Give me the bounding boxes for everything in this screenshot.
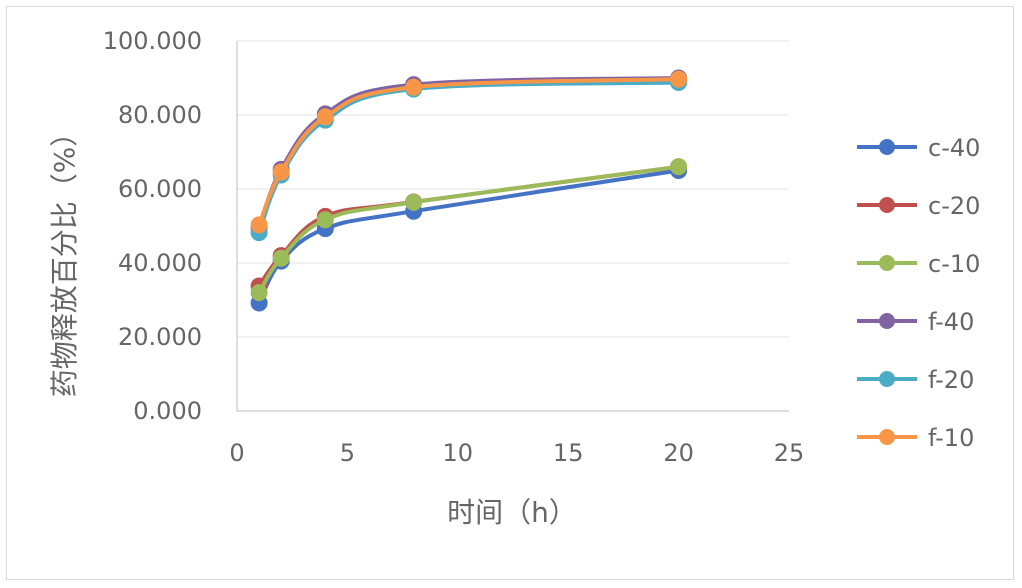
y-tick-label: 0.000 bbox=[133, 397, 202, 425]
chart-frame bbox=[6, 6, 1014, 580]
legend-item: f-40 bbox=[857, 308, 974, 336]
x-tick-label: 20 bbox=[663, 439, 694, 467]
legend-swatch-marker bbox=[879, 139, 895, 155]
y-axis-ticks: 0.000 20.000 40.000 60.000 80.000 100.000 bbox=[103, 27, 202, 425]
legend-item: c-40 bbox=[857, 134, 980, 162]
series-line bbox=[257, 168, 681, 305]
legend-swatch-marker bbox=[879, 255, 895, 271]
legend-label: f-40 bbox=[928, 308, 974, 336]
legend-item: c-10 bbox=[857, 250, 980, 278]
legend-label: f-20 bbox=[928, 366, 974, 394]
data-point bbox=[250, 284, 268, 302]
data-point bbox=[272, 249, 290, 267]
data-point bbox=[670, 70, 688, 88]
legend-label: f-10 bbox=[928, 424, 974, 452]
y-tick-label: 40.000 bbox=[118, 249, 202, 277]
legend-swatch-marker bbox=[879, 313, 895, 329]
legend-label: c-40 bbox=[928, 134, 980, 162]
legend-item: f-20 bbox=[857, 366, 974, 394]
x-axis-title: 时间（h） bbox=[447, 496, 577, 529]
x-tick-label: 0 bbox=[229, 439, 244, 467]
series-f-10 bbox=[250, 70, 688, 234]
data-point bbox=[272, 163, 290, 181]
data-point bbox=[670, 158, 688, 176]
legend-swatch-marker bbox=[879, 197, 895, 213]
x-tick-label: 10 bbox=[443, 439, 474, 467]
data-point bbox=[405, 78, 423, 96]
series-f-40 bbox=[250, 69, 688, 237]
data-point bbox=[316, 211, 334, 229]
legend-item: c-20 bbox=[857, 192, 980, 220]
series-c-10 bbox=[250, 158, 688, 302]
legend-swatch-marker bbox=[879, 371, 895, 387]
x-tick-label: 5 bbox=[340, 439, 355, 467]
legend-swatch-marker bbox=[879, 429, 895, 445]
data-point bbox=[316, 108, 334, 126]
x-tick-label: 25 bbox=[774, 439, 805, 467]
x-axis-ticks: 0 5 10 15 20 25 bbox=[229, 439, 804, 467]
series-group bbox=[250, 69, 688, 312]
data-point bbox=[405, 193, 423, 211]
y-tick-label: 20.000 bbox=[118, 323, 202, 351]
x-tick-label: 15 bbox=[553, 439, 584, 467]
y-axis-title: 药物释放百分比（%） bbox=[48, 119, 81, 398]
legend-label: c-20 bbox=[928, 192, 980, 220]
series-f-20 bbox=[250, 73, 688, 242]
series-line bbox=[257, 76, 681, 230]
y-tick-label: 60.000 bbox=[118, 175, 202, 203]
series-c-40 bbox=[250, 162, 688, 312]
legend: c-40 c-20 c-10 f-40 f-20 f-10 bbox=[857, 134, 980, 452]
legend-item: f-10 bbox=[857, 424, 974, 452]
legend-label: c-10 bbox=[928, 250, 980, 278]
y-tick-label: 80.000 bbox=[118, 101, 202, 129]
y-tick-label: 100.000 bbox=[103, 27, 202, 55]
data-point bbox=[250, 216, 268, 234]
